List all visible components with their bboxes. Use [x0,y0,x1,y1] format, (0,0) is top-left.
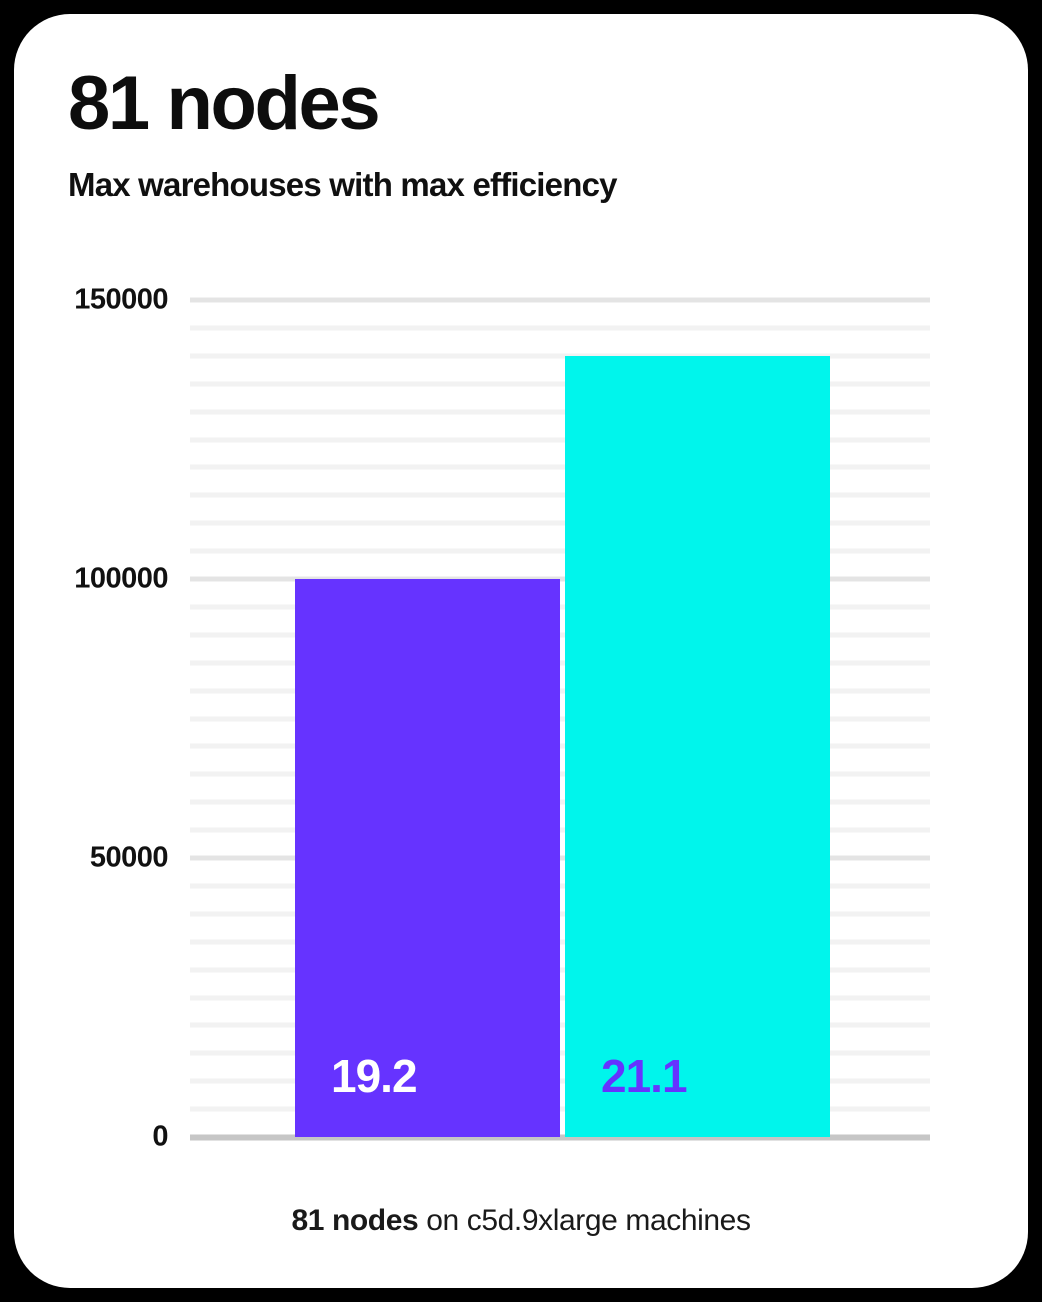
gridline-minor [190,883,930,889]
gridline-minor [190,716,930,721]
chart-header: 81 nodes Max warehouses with max efficie… [68,61,968,203]
bar-1[interactable]: 19.2 [295,579,560,1137]
gridline-minor [190,1050,930,1056]
gridline-minor [190,771,930,777]
chart-subtitle: Max warehouses with max efficiency [68,166,618,203]
gridline-minor [190,827,930,833]
bar-2[interactable]: 21.1 [565,355,830,1137]
y-axis-tick-label: 150000 [74,283,168,316]
gridline-minor [190,1106,930,1112]
plot-area: 19.2 21.1 [190,297,930,1141]
gridline-minor [190,548,930,554]
gridlines [190,297,930,1141]
footer-node-count: 81 nodes [291,1204,419,1237]
y-axis: 150000 100000 50000 0 [14,285,180,1151]
bar-value-label-1: 19.2 [331,1050,418,1102]
gridline-minor [190,799,930,805]
gridline-minor [190,492,930,498]
gridline-minor [190,381,930,387]
gridline-minor [190,409,930,415]
gridline-minor [190,688,930,694]
gridline-minor [190,911,930,917]
gridline-major [190,855,930,861]
gridline-minor [190,995,930,1000]
chart-card: 81 nodes Max warehouses with max efficie… [14,14,1028,1288]
gridline-minor [190,437,930,442]
gridline-minor [190,520,930,526]
gridline-minor [190,353,930,359]
gridline-minor [190,464,930,470]
y-axis-tick-label: 50000 [89,841,169,874]
y-axis-tick-label: 100000 [74,562,168,595]
page-title: 81 nodes [68,61,381,146]
gridline-minor [190,1078,930,1084]
gridline-minor [190,632,930,638]
axis-baseline [190,1134,930,1141]
gridline-minor [190,743,930,749]
gridline-minor [190,967,930,973]
gridline-minor [190,1022,930,1028]
y-axis-tick-label: 0 [152,1120,168,1153]
chart-footer-caption: 81 nodes on c5d.9xlarge machines [14,1204,1028,1238]
bar-value-label-2: 21.1 [601,1050,688,1102]
gridline-minor [190,325,930,331]
gridline-major [190,576,930,582]
gridline-minor [190,660,930,666]
gridline-minor [190,939,930,945]
bar-series: 19.2 21.1 [190,300,930,1137]
gridline-major [190,297,930,303]
gridline-minor [190,604,930,610]
footer-machine-type: on c5d.9xlarge machines [418,1204,751,1237]
